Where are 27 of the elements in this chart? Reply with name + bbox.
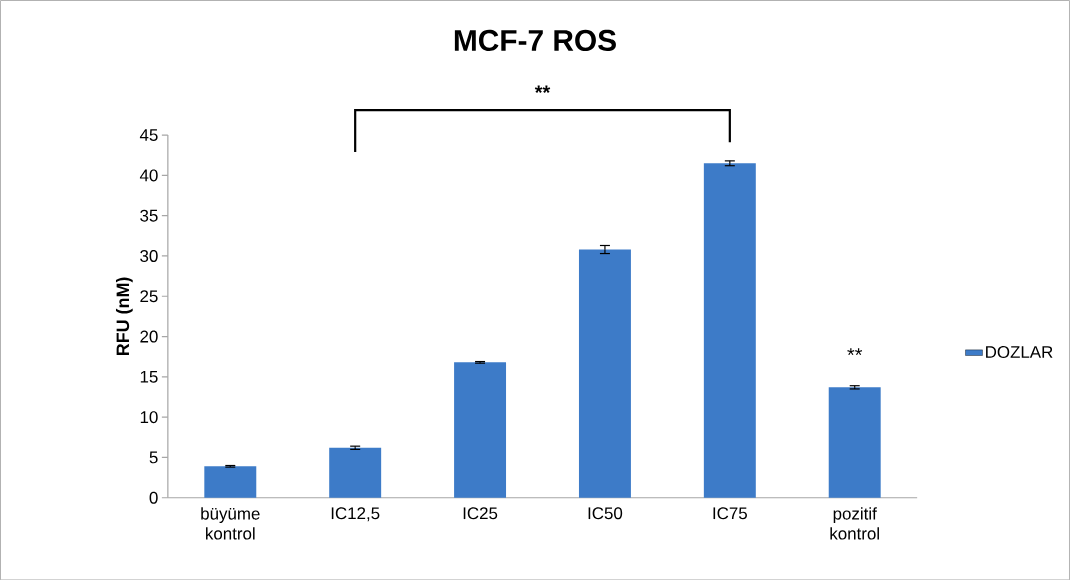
bar bbox=[578, 249, 631, 498]
y-axis-title: RFU (nM) bbox=[115, 277, 133, 355]
y-tick-label: 15 bbox=[140, 370, 158, 383]
y-tick-label: 10 bbox=[140, 410, 158, 423]
y-tick-label: 20 bbox=[140, 330, 158, 343]
chart-title: MCF-7 ROS bbox=[454, 29, 616, 51]
y-tick-label: 45 bbox=[139, 128, 158, 141]
y-tick-label: 30 bbox=[140, 249, 158, 262]
x-tick-label: IC25 bbox=[463, 507, 498, 520]
y-tick-label: 5 bbox=[149, 451, 158, 464]
y-tick-label: 40 bbox=[139, 169, 158, 182]
bar bbox=[703, 163, 756, 498]
bar bbox=[329, 447, 382, 498]
x-tick-label: büyüme kontrol bbox=[201, 507, 260, 540]
x-tick-label: IC75 bbox=[713, 507, 747, 520]
y-tick-label: 0 bbox=[149, 491, 158, 504]
bar bbox=[828, 387, 881, 498]
x-tick-label: pozitif kontrol bbox=[830, 507, 879, 540]
bar bbox=[204, 466, 257, 498]
y-tick-label: 25 bbox=[140, 290, 158, 303]
annotation: ** bbox=[847, 347, 863, 355]
x-tick-label: IC12,5 bbox=[331, 507, 380, 522]
text: ** bbox=[534, 85, 551, 93]
x-tick-label: IC50 bbox=[588, 507, 623, 520]
bar bbox=[454, 362, 507, 498]
y-tick-label: 35 bbox=[140, 209, 158, 222]
legend-label: DOZLAR bbox=[986, 345, 1053, 358]
